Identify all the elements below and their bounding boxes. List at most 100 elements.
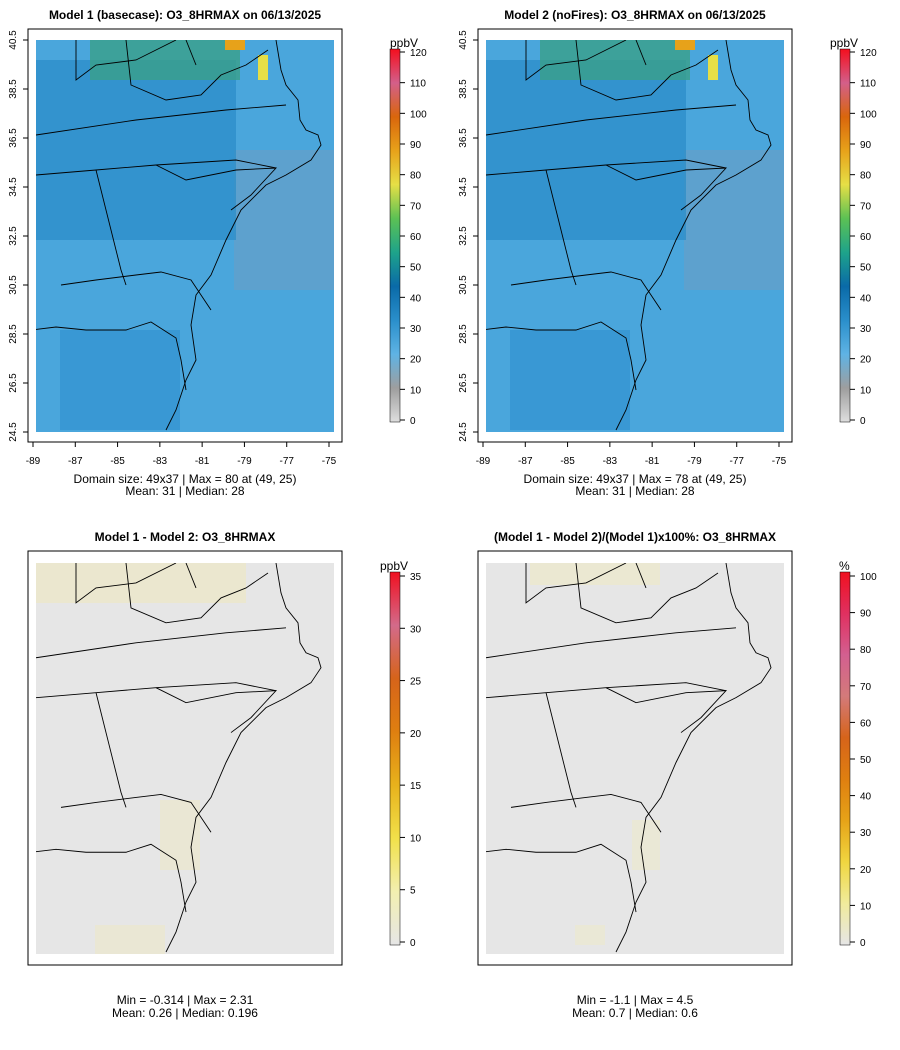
boundary-line xyxy=(486,321,637,391)
colorbar-tick-label: 50 xyxy=(860,755,872,766)
inland-dark-region xyxy=(36,60,236,240)
boundary-line xyxy=(635,40,647,66)
boundary-line xyxy=(525,40,627,81)
heatmap-base xyxy=(36,563,334,954)
boundary-line xyxy=(60,271,212,311)
bay-peak-cell xyxy=(258,55,268,80)
y-tick-label: 28.5 xyxy=(8,324,19,344)
boundary-line xyxy=(36,321,187,391)
boundary-line xyxy=(185,563,197,589)
y-tick-label: 40.5 xyxy=(8,30,19,50)
boundary-line xyxy=(510,793,662,833)
state-boundaries xyxy=(36,563,322,953)
colorbar-tick-label: 40 xyxy=(410,293,422,304)
colorbar-tick-label: 30 xyxy=(860,324,872,335)
colorbar-tick-label: 110 xyxy=(860,79,876,90)
colorbar-tick-label: 10 xyxy=(860,901,872,912)
stats-line-1: Min = -1.1 | Max = 4.5 xyxy=(577,993,694,1007)
panel-title: Model 2 (noFires): O3_8HRMAX on 06/13/20… xyxy=(504,8,766,22)
x-tick-label: -81 xyxy=(645,456,660,467)
x-tick-label: -85 xyxy=(110,456,125,467)
colorbar-tick-label: 25 xyxy=(410,677,422,688)
boundary-line xyxy=(60,793,212,833)
colorbar xyxy=(389,48,401,423)
state-boundaries xyxy=(486,40,772,431)
colorbar-tick-label: 80 xyxy=(860,171,872,182)
y-tick-label: 36.5 xyxy=(458,128,469,148)
ocean-gray-region xyxy=(234,150,334,290)
panel-title: Model 1 - Model 2: O3_8HRMAX xyxy=(95,530,276,544)
high-ozone-region xyxy=(540,40,690,80)
colorbar-tick-label: 20 xyxy=(410,729,422,740)
colorbar-tick-label: 70 xyxy=(860,682,872,693)
colorbar-tick-label: 20 xyxy=(860,865,872,876)
colorbar-tick-label: 40 xyxy=(860,293,872,304)
south-dark-region xyxy=(60,330,180,430)
colorbar-tick-label: 70 xyxy=(410,201,422,212)
boundary-line xyxy=(525,563,627,604)
panel-model1: Model 1 (basecase): O3_8HRMAX on 06/13/2… xyxy=(8,8,427,498)
boundary-line xyxy=(545,692,577,808)
x-tick-label: -85 xyxy=(560,456,575,467)
positive-diff-region-south xyxy=(160,800,200,870)
x-tick-label: -81 xyxy=(195,456,210,467)
colorbar-tick-label: 20 xyxy=(410,355,422,366)
colorbar-tick-label: 10 xyxy=(860,385,872,396)
boundary-line xyxy=(75,40,177,81)
colorbar-tick-label: 0 xyxy=(860,416,866,427)
colorbar-tick-label: 80 xyxy=(410,171,422,182)
positive-pct-region-keys xyxy=(575,925,605,945)
colorbar-ticks: 0 10 20 30 40 50 60 70 80 90 100 110 120 xyxy=(850,48,877,427)
heatmap-area xyxy=(486,40,784,432)
colorbar-tick-label: 50 xyxy=(860,263,872,274)
x-tick-label: -83 xyxy=(603,456,618,467)
boundary-line xyxy=(36,104,287,136)
boundary-line xyxy=(75,563,177,604)
y-tick-label: 38.5 xyxy=(458,79,469,99)
y-tick-label: 36.5 xyxy=(8,128,19,148)
panel-model2: Model 2 (noFires): O3_8HRMAX on 06/13/20… xyxy=(458,8,877,498)
colorbar-tick-label: 40 xyxy=(860,792,872,803)
y-tick-label: 26.5 xyxy=(458,373,469,393)
positive-pct-region xyxy=(530,563,660,585)
colorbar-tick-label: 120 xyxy=(860,48,877,59)
colorbar-tick-label: 120 xyxy=(410,48,427,59)
boundary-line xyxy=(95,169,127,286)
boundary-line xyxy=(36,682,277,699)
boundary-line xyxy=(575,40,719,101)
colorbar-unit: ppbV xyxy=(380,559,408,573)
stats-line-2: Mean: 0.26 | Median: 0.196 xyxy=(112,1006,258,1020)
bay-peak-cell xyxy=(708,55,718,80)
boundary-line xyxy=(615,563,772,953)
colorbar-unit: ppbV xyxy=(830,36,858,50)
x-tick-label: -89 xyxy=(476,456,491,467)
colorbar-ticks: 0 10 20 30 40 50 60 70 80 90 100 110 120 xyxy=(400,48,427,427)
colorbar-tick-label: 35 xyxy=(410,572,422,583)
boundary-line xyxy=(486,627,737,659)
colorbar-unit: % xyxy=(839,559,850,573)
colorbar-tick-label: 30 xyxy=(410,624,422,635)
colorbar-tick-label: 60 xyxy=(860,718,872,729)
panel-title: Model 1 (basecase): O3_8HRMAX on 06/13/2… xyxy=(49,8,321,22)
x-tick-label: -79 xyxy=(237,456,252,467)
heatmap-area xyxy=(486,563,784,954)
colorbar-tick-label: 110 xyxy=(410,79,426,90)
colorbar-tick-label: 90 xyxy=(410,140,422,151)
y-tick-label: 38.5 xyxy=(8,79,19,99)
colorbar-tick-label: 80 xyxy=(860,645,872,656)
x-tick-label: -77 xyxy=(729,456,744,467)
colorbar-tick-label: 10 xyxy=(410,385,422,396)
peak-ozone-cell xyxy=(225,40,245,50)
state-boundaries xyxy=(486,563,772,953)
colorbar xyxy=(839,48,851,423)
y-tick-label: 32.5 xyxy=(458,226,469,246)
positive-pct-region-south xyxy=(632,820,660,870)
boundary-line xyxy=(125,563,269,624)
boundary-line xyxy=(486,104,737,136)
heatmap-area xyxy=(36,563,334,954)
colorbar xyxy=(389,571,401,946)
x-tick-label: -89 xyxy=(26,456,41,467)
colorbar-tick-label: 15 xyxy=(410,781,422,792)
